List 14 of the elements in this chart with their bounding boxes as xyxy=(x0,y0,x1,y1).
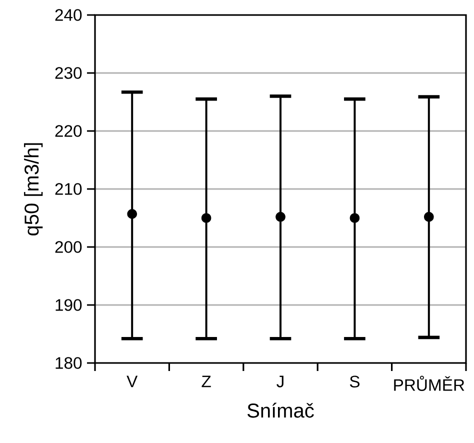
x-tick-label: PRŮMĚR xyxy=(394,376,464,391)
x-tick-label: S xyxy=(350,376,360,388)
y-tick-label: 230 xyxy=(55,67,82,79)
x-tick-label: J xyxy=(276,376,284,388)
y-tick-label: 220 xyxy=(55,125,82,137)
y-tick-label: 200 xyxy=(55,241,82,253)
y-tick-label: 240 xyxy=(55,9,82,21)
x-tick-label: V xyxy=(126,376,138,388)
y-tick-label: 210 xyxy=(55,183,82,195)
y-axis-title: q50 [m3/h] xyxy=(24,143,43,236)
x-tick-label: Z xyxy=(202,376,211,388)
x-axis-title: Snímač xyxy=(248,402,314,418)
y-tick-label: 180 xyxy=(56,357,82,369)
y-tick-label: 190 xyxy=(56,299,82,311)
